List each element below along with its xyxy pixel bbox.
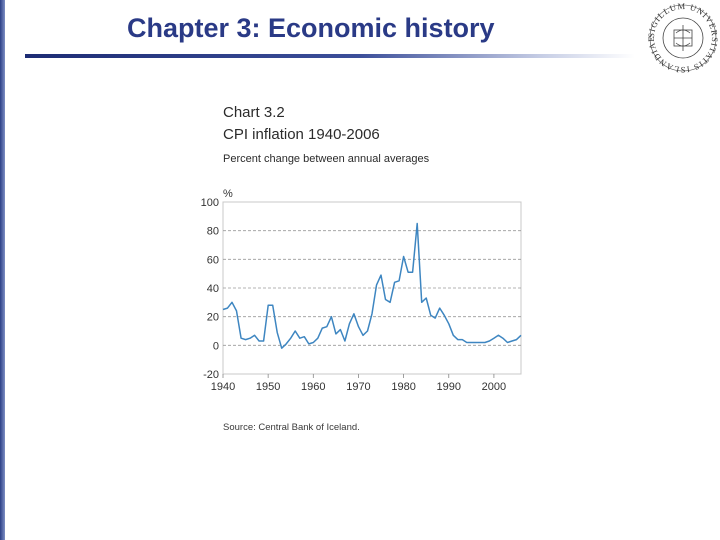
- y-tick-label: 100: [201, 197, 219, 209]
- title-underline: [25, 54, 635, 58]
- series-line-0: [222, 222, 522, 349]
- chart-number: Chart 3.2: [223, 104, 285, 121]
- y-tick-label: 80: [207, 226, 219, 238]
- y-tick-label: 40: [207, 283, 219, 295]
- university-seal-logo: SIGILLUM UNIVERSITATIS ISLANDIAE: [648, 3, 718, 73]
- chart: Chart 3.2 CPI inflation 1940-2006 Percen…: [190, 95, 540, 440]
- y-tick-label: 0: [213, 340, 219, 352]
- plot-border: [222, 201, 522, 375]
- chart-subtitle: Percent change between annual averages: [223, 153, 430, 165]
- x-tick-label: 1990: [437, 381, 461, 393]
- x-tick-label: 1980: [391, 381, 415, 393]
- chart-source: Source: Central Bank of Iceland.: [223, 422, 360, 433]
- x-tick-label: 1970: [346, 381, 370, 393]
- y-tick-label: 20: [207, 312, 219, 324]
- x-tick-label: 2000: [482, 381, 506, 393]
- slide-title: Chapter 3: Economic history: [127, 13, 495, 43]
- chart-plot: -20 0 20 40 60 80 100% 1940 1950 1960 1970 1980 1990…: [201, 188, 522, 393]
- chart-title: CPI inflation 1940-2006: [223, 126, 380, 143]
- x-tick-label: 1960: [301, 381, 325, 393]
- left-accent-bar: [0, 0, 5, 540]
- x-tick-label: 1940: [211, 381, 235, 393]
- x-tick-label: 1950: [256, 381, 280, 393]
- y-axis-label: %: [223, 188, 233, 200]
- y-tick-label: 60: [207, 254, 219, 266]
- y-tick-label: -20: [203, 369, 219, 381]
